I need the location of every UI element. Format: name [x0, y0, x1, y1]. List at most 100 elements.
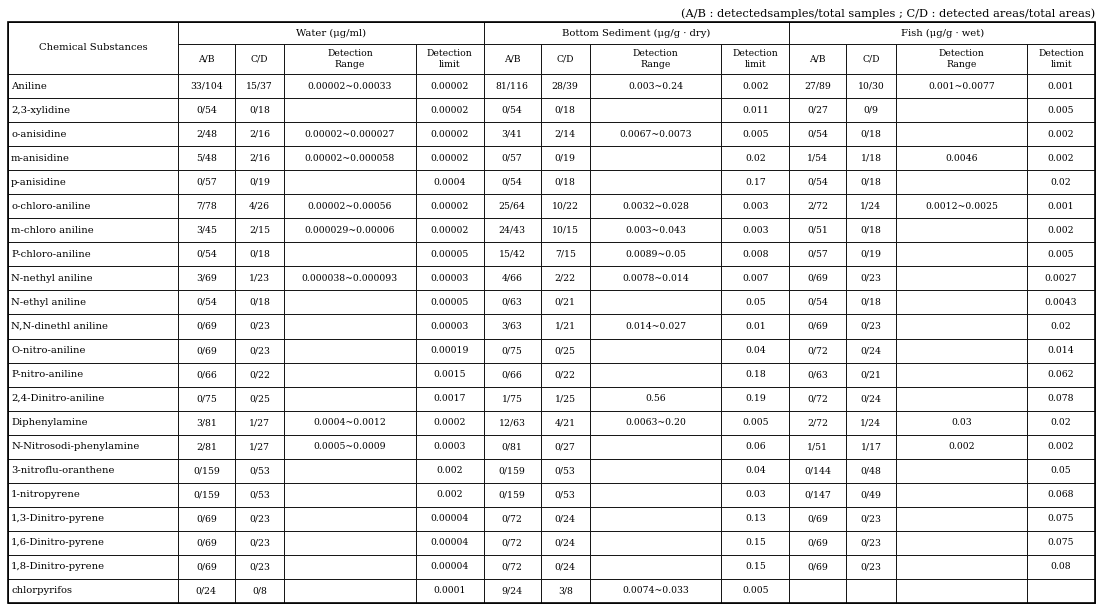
Text: A/B: A/B: [810, 54, 826, 64]
Bar: [285, 218, 416, 243]
Text: C/D: C/D: [556, 54, 574, 64]
Bar: [846, 555, 896, 579]
Bar: [896, 74, 1027, 98]
Bar: [896, 387, 1027, 411]
Bar: [483, 507, 540, 531]
Text: 0/53: 0/53: [249, 466, 270, 475]
Text: 0.17: 0.17: [745, 178, 765, 187]
Bar: [540, 411, 590, 434]
Text: 0.00019: 0.00019: [430, 346, 469, 355]
Bar: [416, 555, 483, 579]
Bar: [846, 170, 896, 194]
Text: 0/54: 0/54: [196, 298, 217, 307]
Text: 0.00002~0.000058: 0.00002~0.000058: [304, 153, 395, 163]
Text: 2/14: 2/14: [555, 130, 576, 139]
Bar: [896, 146, 1027, 170]
Text: 0/23: 0/23: [249, 563, 270, 571]
Text: 0.00004: 0.00004: [430, 514, 469, 524]
Text: 0.19: 0.19: [745, 394, 765, 403]
Text: 2/22: 2/22: [555, 274, 576, 283]
Bar: [721, 122, 790, 146]
Bar: [590, 122, 721, 146]
Text: 0/53: 0/53: [555, 490, 576, 499]
Bar: [178, 459, 235, 483]
Text: Chemical Substances: Chemical Substances: [39, 43, 147, 53]
Bar: [846, 362, 896, 387]
Bar: [790, 290, 846, 315]
Bar: [590, 531, 721, 555]
Text: 3/81: 3/81: [196, 418, 217, 427]
Bar: [8, 387, 178, 411]
Bar: [178, 434, 235, 459]
Bar: [8, 22, 178, 74]
Bar: [178, 194, 235, 218]
Bar: [178, 483, 235, 507]
Text: 0.0015: 0.0015: [433, 370, 465, 379]
Bar: [285, 315, 416, 338]
Bar: [178, 218, 235, 243]
Text: N-ethyl aniline: N-ethyl aniline: [11, 298, 86, 307]
Bar: [790, 44, 846, 74]
Bar: [416, 170, 483, 194]
Text: 0/69: 0/69: [196, 538, 217, 547]
Text: Detection
Range: Detection Range: [633, 49, 678, 68]
Text: 0.0017: 0.0017: [433, 394, 465, 403]
Text: 10/30: 10/30: [857, 81, 885, 90]
Text: 0.06: 0.06: [745, 442, 765, 451]
Bar: [790, 507, 846, 531]
Bar: [1027, 146, 1095, 170]
Text: 0.04: 0.04: [745, 466, 765, 475]
Bar: [790, 146, 846, 170]
Bar: [846, 411, 896, 434]
Bar: [540, 218, 590, 243]
Bar: [285, 387, 416, 411]
Text: 0/21: 0/21: [860, 370, 881, 379]
Bar: [1027, 98, 1095, 122]
Bar: [1027, 243, 1095, 266]
Text: 0/23: 0/23: [249, 346, 270, 355]
Bar: [590, 579, 721, 603]
Bar: [416, 507, 483, 531]
Bar: [590, 483, 721, 507]
Bar: [1027, 122, 1095, 146]
Text: 2/16: 2/16: [249, 153, 270, 163]
Text: 0.002: 0.002: [1048, 153, 1074, 163]
Bar: [590, 146, 721, 170]
Bar: [721, 411, 790, 434]
Text: 0.062: 0.062: [1048, 370, 1074, 379]
Text: 0.002: 0.002: [437, 490, 463, 499]
Bar: [285, 434, 416, 459]
Bar: [285, 459, 416, 483]
Text: 3/63: 3/63: [502, 322, 523, 331]
Text: 0/24: 0/24: [860, 346, 881, 355]
Text: 0/18: 0/18: [860, 226, 881, 235]
Text: 0/23: 0/23: [860, 514, 881, 524]
Text: 10/22: 10/22: [552, 202, 579, 211]
Text: 0.00002~0.000027: 0.00002~0.000027: [304, 130, 395, 139]
Text: 0.00002~0.00033: 0.00002~0.00033: [308, 81, 392, 90]
Text: 0.02: 0.02: [1051, 322, 1071, 331]
Text: 0/25: 0/25: [249, 394, 270, 403]
Bar: [285, 507, 416, 531]
Text: 0/66: 0/66: [502, 370, 523, 379]
Text: 3-nitroflu-oranthene: 3-nitroflu-oranthene: [11, 466, 115, 475]
Text: 0.075: 0.075: [1048, 514, 1074, 524]
Bar: [790, 362, 846, 387]
Text: 7/78: 7/78: [196, 202, 216, 211]
Text: 5/48: 5/48: [196, 153, 217, 163]
Bar: [540, 555, 590, 579]
Bar: [790, 315, 846, 338]
Text: p-anisidine: p-anisidine: [11, 178, 67, 187]
Bar: [590, 218, 721, 243]
Bar: [483, 338, 540, 362]
Bar: [178, 507, 235, 531]
Bar: [483, 44, 540, 74]
Bar: [416, 98, 483, 122]
Text: 3/69: 3/69: [196, 274, 217, 283]
Bar: [483, 122, 540, 146]
Bar: [540, 170, 590, 194]
Text: 0.014: 0.014: [1048, 346, 1074, 355]
Bar: [8, 218, 178, 243]
Text: C/D: C/D: [250, 54, 268, 64]
Text: 0.008: 0.008: [742, 250, 769, 259]
